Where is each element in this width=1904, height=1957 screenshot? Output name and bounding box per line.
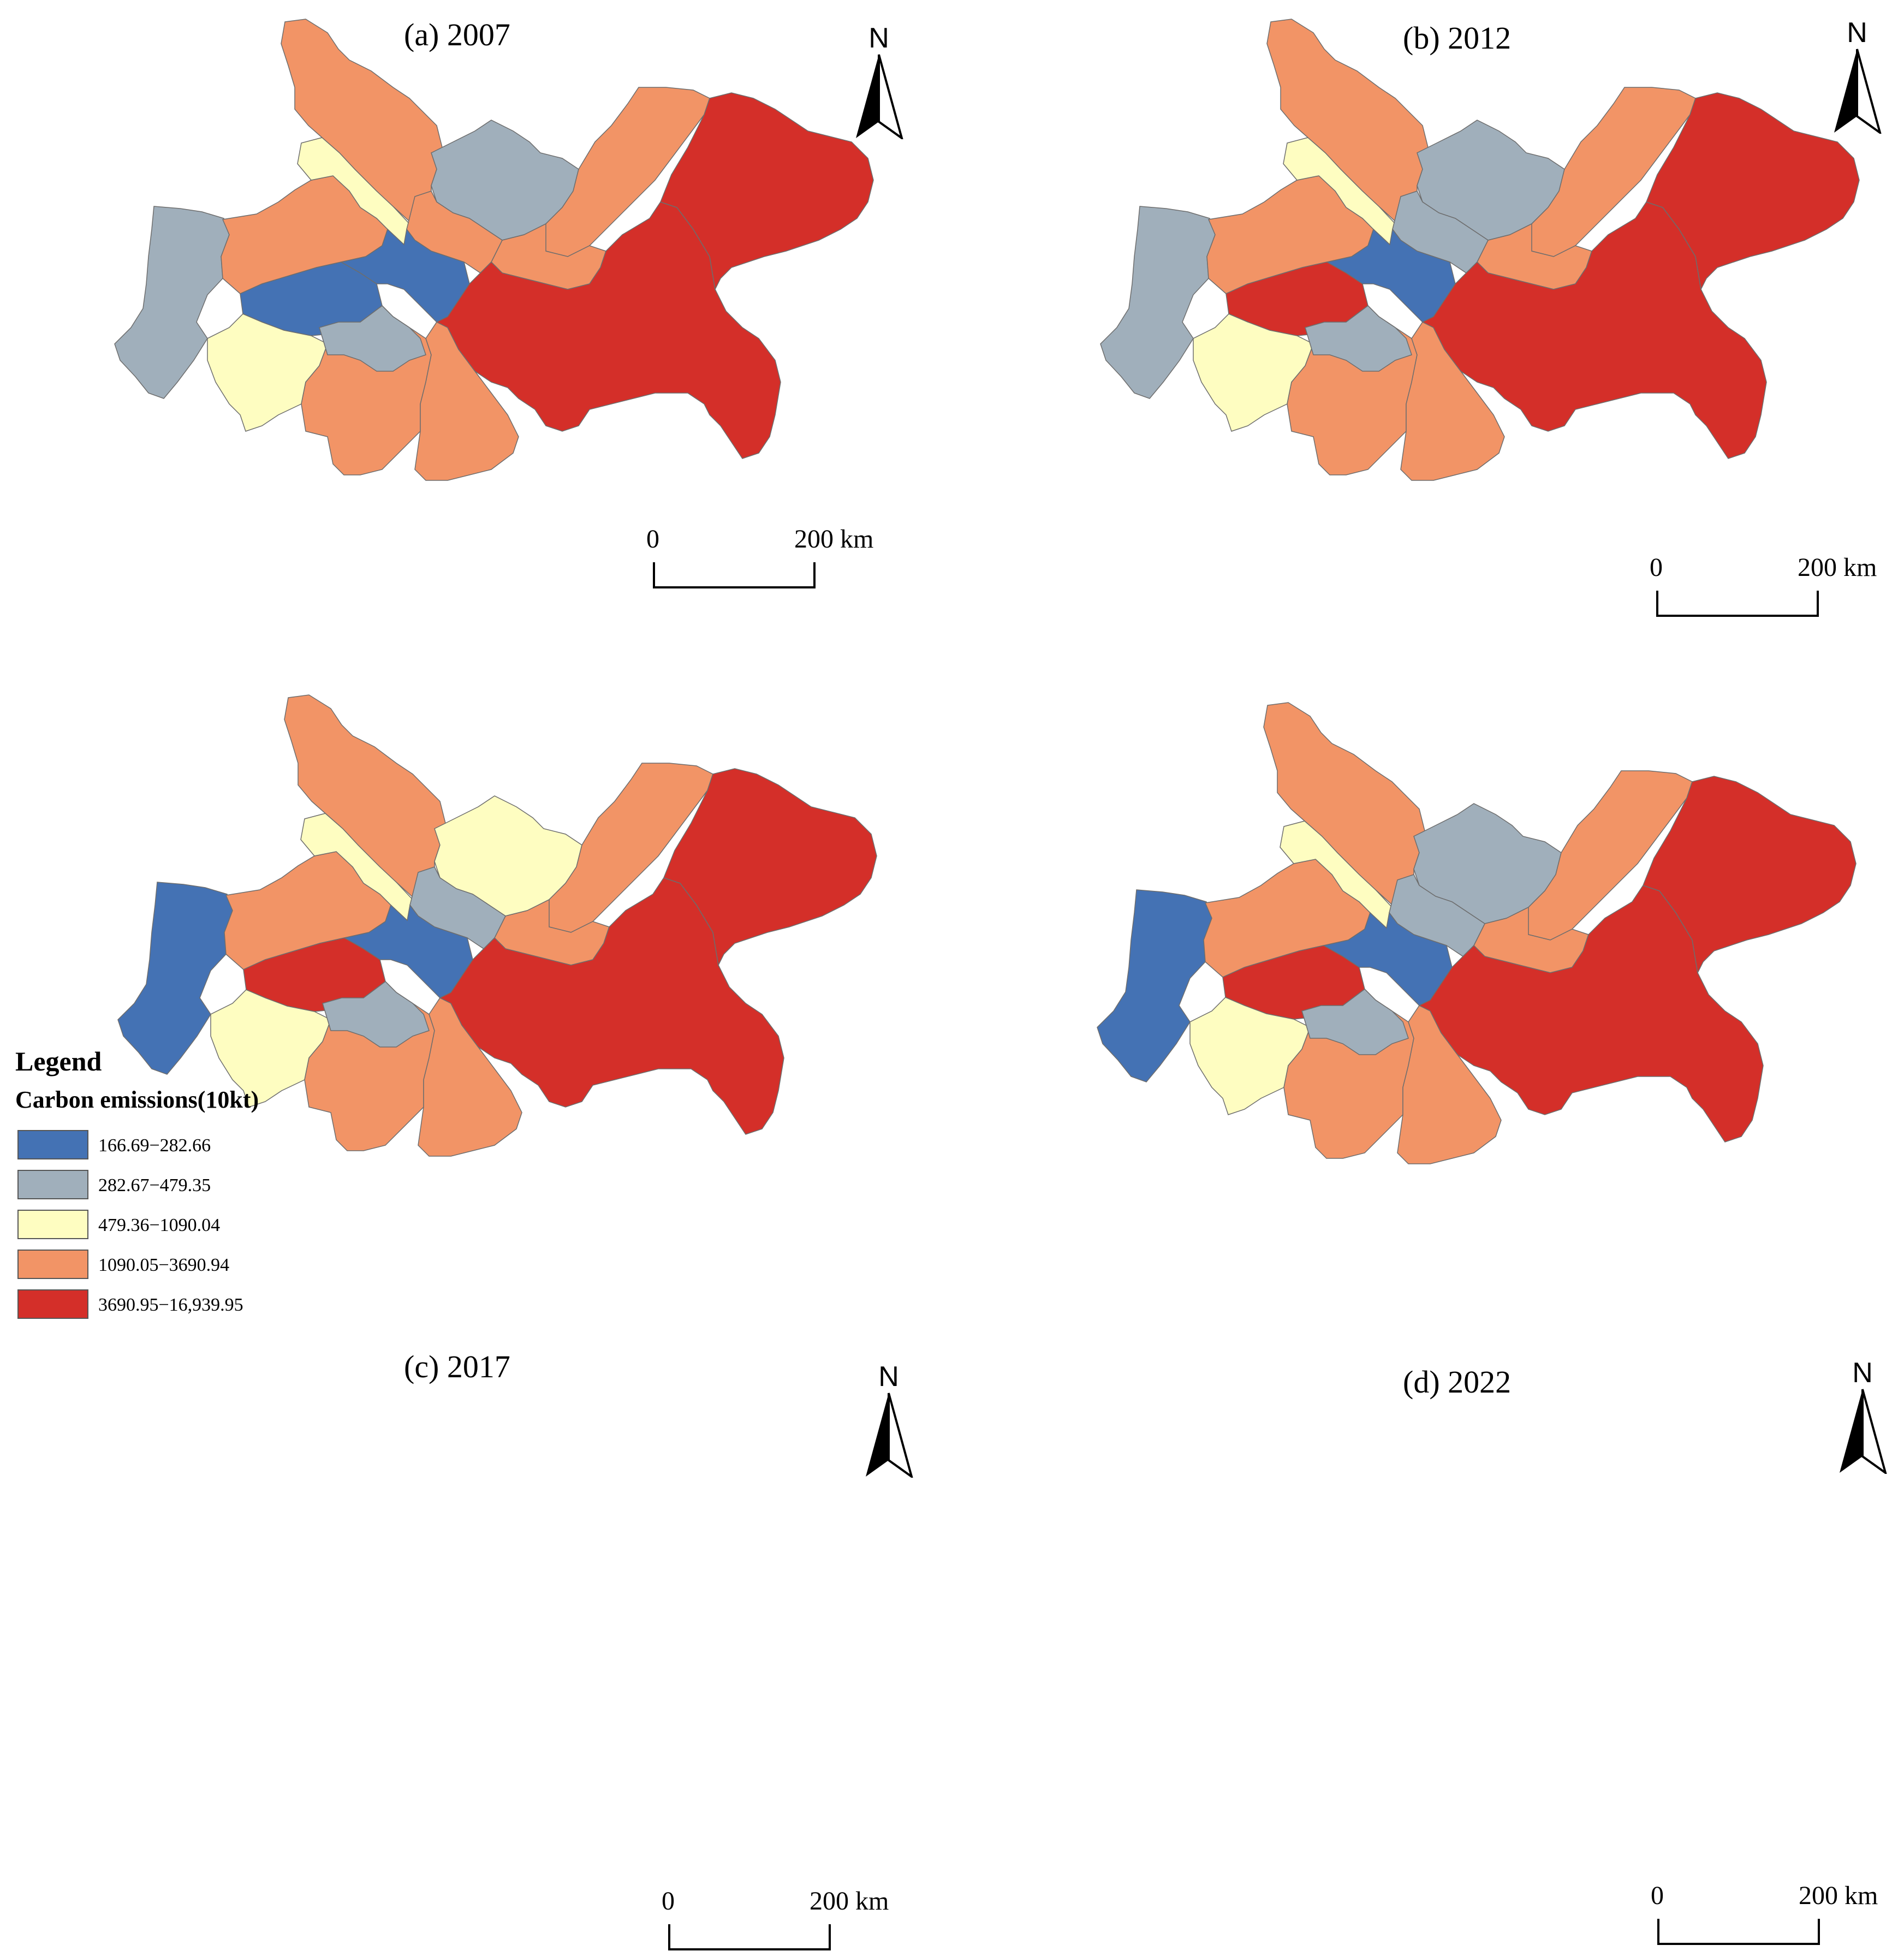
legend-item: 3690.95−16,939.95: [15, 1289, 321, 1320]
north-label: N: [868, 22, 889, 54]
scale-bar-line: [1656, 591, 1819, 617]
north-arrow-dark-half: [1840, 1389, 1863, 1473]
region-r16: [663, 768, 877, 967]
region-r5: [1193, 313, 1314, 432]
scale-max-label: 200 km: [1799, 1881, 1878, 1910]
legend-subtitle: Carbon emissions(10kt): [15, 1086, 259, 1113]
region-r16: [1646, 92, 1860, 291]
north-arrow: N: [1830, 16, 1884, 134]
legend-swatch: [17, 1210, 88, 1239]
choropleth-map: [117, 694, 877, 1157]
legend-label: 3690.95−16,939.95: [98, 1295, 243, 1315]
legend-item: 479.36−1090.04: [15, 1210, 321, 1240]
scale-zero-label: 0: [662, 1887, 675, 1916]
scale-bar-line: [653, 562, 816, 588]
legend-item: 166.69−282.66: [15, 1130, 321, 1161]
panel-title: (b) 2012: [1403, 20, 1512, 56]
north-label: N: [878, 1361, 899, 1393]
scale-max-label: 200 km: [1798, 553, 1877, 582]
scale-max-label: 200 km: [810, 1887, 889, 1916]
region-r13: [322, 981, 430, 1048]
legend-item: 1090.05−3690.94: [15, 1250, 321, 1280]
scale-bar-line: [1657, 1919, 1820, 1945]
north-arrow: N: [852, 22, 906, 139]
legend: Legend Carbon emissions(10kt) 166.69−282…: [15, 1045, 321, 1329]
scale-bar-line: [668, 1924, 831, 1950]
panel-title: (c) 2017: [404, 1349, 510, 1384]
north-label: N: [1847, 17, 1867, 49]
region-r13: [1305, 305, 1412, 372]
map-panel-b: (b) 2012 N 0 200 km: [977, 0, 1904, 670]
legend-label: 1090.05−3690.94: [98, 1255, 230, 1275]
scale-zero-label: 0: [646, 525, 659, 554]
north-arrow-dark-half: [866, 1393, 889, 1477]
north-arrow-light-half: [1856, 49, 1882, 134]
north-arrow-light-half: [878, 54, 903, 139]
north-arrow-icon: [856, 54, 903, 139]
scale-bar: 0 200 km: [644, 524, 895, 595]
legend-title: Legend: [15, 1046, 102, 1076]
region-r5: [210, 989, 331, 1108]
north-arrow: N: [861, 1360, 916, 1478]
legend-label: 282.67−479.35: [98, 1175, 211, 1195]
north-arrow-icon: [1840, 1389, 1887, 1474]
scale-max-label: 200 km: [794, 525, 874, 554]
region-r5: [1189, 997, 1311, 1115]
scale-bar: 0 200 km: [659, 1886, 911, 1957]
region-r15: [1418, 885, 1764, 1143]
legend-swatch: [17, 1130, 88, 1159]
region-r5: [207, 313, 328, 432]
scale-bar: 0 200 km: [1649, 1881, 1900, 1952]
legend-swatch: [17, 1289, 88, 1319]
legend-swatch: [17, 1170, 88, 1199]
region-r16: [1643, 776, 1857, 974]
scale-zero-label: 0: [1651, 1881, 1664, 1910]
legend-label: 166.69−282.66: [98, 1135, 211, 1156]
choropleth-map: [114, 19, 874, 481]
north-arrow: N: [1835, 1357, 1890, 1474]
legend-item: 282.67−479.35: [15, 1170, 321, 1200]
panel-title: (d) 2022: [1403, 1364, 1512, 1400]
scale-zero-label: 0: [1650, 553, 1663, 582]
region-r13: [319, 305, 426, 372]
map-panel-d: (d) 2022 N 0 200 km: [977, 671, 1904, 1945]
region-r15: [1421, 201, 1767, 459]
north-arrow-dark-half: [856, 55, 879, 138]
region-r15: [436, 201, 781, 459]
choropleth-map: [1100, 19, 1860, 481]
north-arrow-icon: [866, 1393, 913, 1478]
map-panel-a: (a) 2007 N 0 200 km: [0, 0, 952, 670]
north-arrow-icon: [1834, 49, 1882, 134]
panel-title: (a) 2007: [404, 17, 510, 52]
region-r16: [660, 92, 874, 291]
scale-bar: 0 200 km: [1647, 552, 1899, 623]
north-arrow-light-half: [1861, 1389, 1887, 1474]
north-arrow-dark-half: [1834, 49, 1857, 133]
legend-swatch: [17, 1250, 88, 1279]
north-arrow-light-half: [888, 1393, 913, 1478]
north-label: N: [1852, 1357, 1873, 1389]
region-r13: [1301, 989, 1409, 1055]
region-r15: [439, 877, 784, 1135]
legend-label: 479.36−1090.04: [98, 1215, 221, 1235]
choropleth-map: [1097, 702, 1857, 1164]
